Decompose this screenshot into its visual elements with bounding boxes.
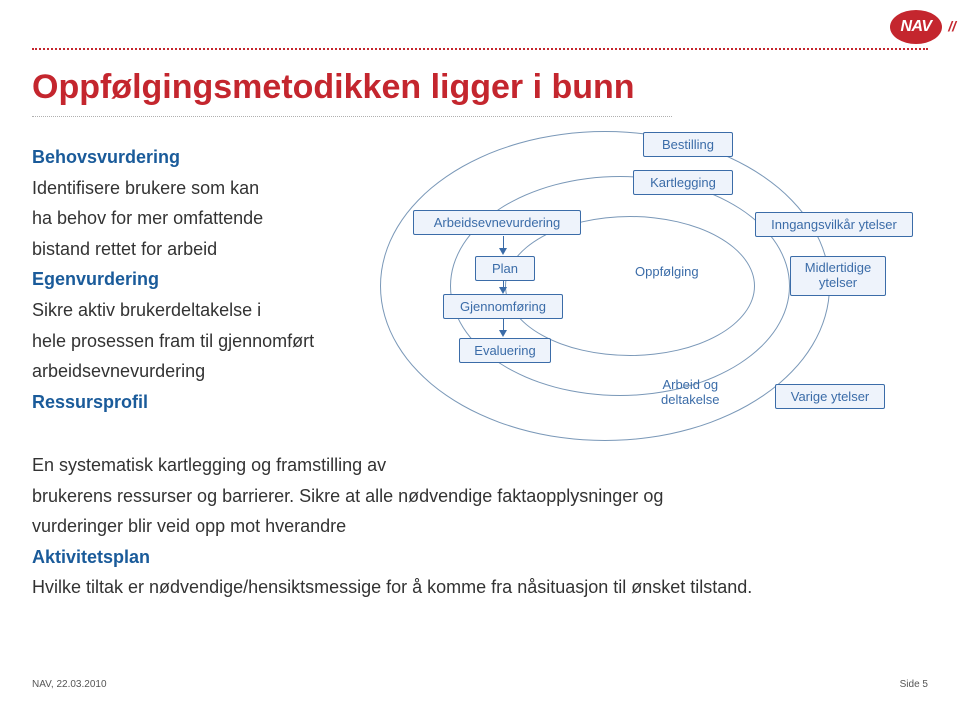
footer-left: NAV, 22.03.2010 <box>32 679 107 690</box>
node-arbeid-deltakelse: Arbeid og deltakelse <box>661 378 720 408</box>
heading-ressursprofil: Ressursprofil <box>32 387 412 418</box>
body-line: bistand rettet for arbeid <box>32 234 412 265</box>
node-kartlegging: Kartlegging <box>633 170 733 195</box>
slide-title: Oppfølgingsmetodikken ligger i bunn <box>32 68 635 107</box>
node-plan: Plan <box>475 256 535 281</box>
heading-behovsvurdering: Behovsvurdering <box>32 142 412 173</box>
connector <box>503 318 504 330</box>
body-line: Identifisere brukere som kan <box>32 173 412 204</box>
node-midlertidige-l2: ytelser <box>819 275 857 290</box>
footer-right: Side 5 <box>900 679 928 690</box>
body-line: ha behov for mer omfattende <box>32 203 412 234</box>
arrow-icon <box>499 330 507 337</box>
heading-egenvurdering: Egenvurdering <box>32 264 412 295</box>
nav-logo-text: NAV <box>900 18 931 36</box>
bottom-block: En systematisk kartlegging og framstilli… <box>32 450 920 603</box>
node-inngangsvilkar: Inngangsvilkår ytelser <box>755 212 913 237</box>
process-diagram: Bestilling Kartlegging Arbeidsevnevurder… <box>395 126 940 456</box>
node-ad-l2: deltakelse <box>661 392 720 407</box>
connector <box>503 236 504 248</box>
orbit-inner <box>505 216 755 356</box>
body-line: Hvilke tiltak er nødvendige/hensiktsmess… <box>32 572 920 603</box>
nav-logo-slashes: // <box>948 18 956 34</box>
body-line: Sikre aktiv brukerdeltakelse i <box>32 295 412 326</box>
body-line: vurderinger blir veid opp mot hverandre <box>32 511 920 542</box>
body-line: En systematisk kartlegging og framstilli… <box>32 450 920 481</box>
node-oppfolging: Oppfølging <box>635 264 699 279</box>
heading-aktivitetsplan: Aktivitetsplan <box>32 542 920 573</box>
body-line: arbeidsevnevurdering <box>32 356 412 387</box>
node-evaluering: Evaluering <box>459 338 551 363</box>
node-varige: Varige ytelser <box>775 384 885 409</box>
node-midlertidige: Midlertidige ytelser <box>790 256 886 296</box>
nav-logo: NAV <box>890 10 942 44</box>
node-bestilling: Bestilling <box>643 132 733 157</box>
node-ad-l1: Arbeid og <box>662 377 718 392</box>
arrow-icon <box>499 248 507 255</box>
left-column: Behovsvurdering Identifisere brukere som… <box>32 142 412 417</box>
arrow-icon <box>499 287 507 294</box>
divider-top <box>32 48 928 50</box>
body-line: hele prosessen fram til gjennomført <box>32 326 412 357</box>
node-midlertidige-l1: Midlertidige <box>805 260 871 275</box>
node-arbeidsevnevurdering: Arbeidsevnevurdering <box>413 210 581 235</box>
body-line: brukerens ressurser og barrierer. Sikre … <box>32 481 920 512</box>
divider-under-title <box>32 116 672 117</box>
node-gjennomforing: Gjennomføring <box>443 294 563 319</box>
